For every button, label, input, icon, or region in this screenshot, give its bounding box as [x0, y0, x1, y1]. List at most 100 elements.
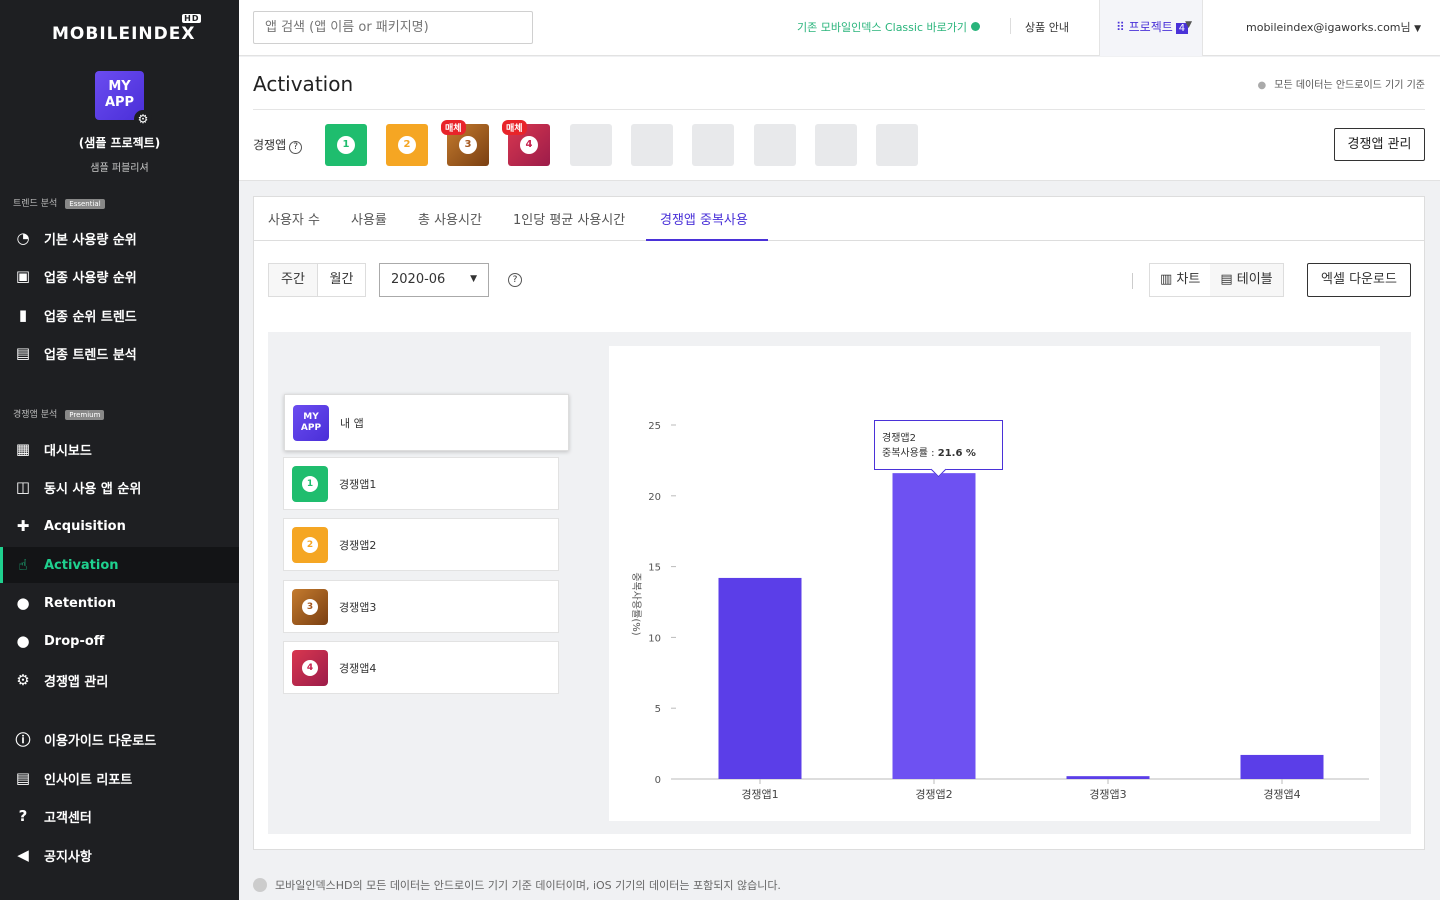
manage-competitors-button[interactable]: 경쟁앱 관리 — [1334, 128, 1425, 161]
competitor-slot-empty[interactable] — [754, 124, 796, 166]
sidebar-item-category-trend-analysis[interactable]: ▤ 업종 트렌드 분석 — [0, 335, 239, 371]
sidebar-item-label: 고객센터 — [44, 810, 92, 826]
tab-usage-rate[interactable]: 사용률 — [351, 213, 387, 228]
bar-1[interactable] — [718, 577, 802, 779]
project-settings-gear-icon[interactable]: ⚙ — [134, 110, 152, 128]
competitor-number: 4 — [302, 659, 318, 676]
sidebar-item-concurrent-apps[interactable]: ◫ 동시 사용 앱 순위 — [0, 469, 239, 505]
competitor-tile-4[interactable]: 4 매체 — [502, 120, 550, 166]
account-email: mobileindex@igaworks.com님 — [1246, 21, 1411, 34]
project-icon[interactable]: MY APP ⚙ — [95, 71, 152, 128]
logo-hd-badge: HD — [182, 14, 202, 23]
table-view-button[interactable]: ▤ 테이블 — [1210, 264, 1283, 296]
sidebar-item-insight-report[interactable]: ▤ 인사이트 리포트 — [0, 760, 239, 796]
divider — [253, 109, 1425, 110]
bar-3[interactable] — [1066, 776, 1150, 779]
app-label: 경쟁앱2 — [339, 538, 377, 552]
sidebar-item-drop-off[interactable]: ● Drop-off — [0, 623, 239, 659]
period-monthly-button[interactable]: 월간 — [317, 264, 365, 296]
help-icon[interactable]: ? — [289, 141, 303, 154]
sidebar-item-competitor-management[interactable]: ⚙ 경쟁앱 관리 — [0, 662, 239, 698]
app-label: 경쟁앱4 — [339, 661, 377, 675]
tooltip-app: 경쟁앱2 — [882, 433, 916, 444]
app-search-input[interactable] — [253, 11, 533, 44]
app-list-item[interactable]: 3 경쟁앱3 — [283, 580, 559, 633]
sidebar-item-retention[interactable]: ● Retention — [0, 585, 239, 621]
month-value: 2020-06 — [391, 272, 446, 287]
chart-view-button[interactable]: ▥ 차트 — [1150, 264, 1211, 296]
section-label-competitor: 경쟁앱 분석 Premium — [13, 407, 105, 420]
app-label: 내 앱 — [340, 416, 364, 430]
sidebar-item-guide-download[interactable]: ⓘ 이용가이드 다운로드 — [0, 721, 239, 757]
sidebar-item-label: 공지사항 — [44, 849, 92, 865]
app-list-item[interactable]: 4 경쟁앱4 — [283, 641, 559, 694]
section-title: 트렌드 분석 — [13, 199, 58, 209]
media-badge: 매체 — [441, 120, 466, 135]
sidebar-item-dashboard[interactable]: ▦ 대시보드 — [0, 431, 239, 467]
period-weekly-button[interactable]: 주간 — [281, 272, 305, 287]
competitor-slot-empty[interactable] — [631, 124, 673, 166]
arrow-circle-icon — [970, 22, 980, 31]
month-select[interactable]: 2020-06 ▼ — [379, 263, 489, 297]
chart-icon: ▥ — [1160, 272, 1177, 287]
gear-icon: ⚙ — [16, 671, 30, 689]
x-tick-label: 경쟁앱2 — [915, 788, 952, 801]
competitor-2-icon: 2 — [292, 526, 328, 563]
y-tick-label: 0 — [655, 775, 661, 786]
sidebar-item-label: Acquisition — [44, 518, 126, 534]
sidebar-item-customer-center[interactable]: ? 고객센터 — [0, 798, 239, 834]
sidebar-item-category-usage-rank[interactable]: ▣ 업종 사용량 순위 — [0, 258, 239, 294]
competitor-4-icon: 4 — [292, 649, 328, 686]
sidebar-item-activation[interactable]: ☝ Activation — [0, 547, 239, 583]
competitor-3-icon: 3 — [292, 588, 328, 625]
product-info-link[interactable]: 상품 안내 — [1025, 21, 1069, 34]
competitor-number: 2 — [302, 536, 318, 553]
help-icon[interactable]: ? — [508, 273, 522, 287]
user-minus-icon: ● — [16, 632, 30, 650]
sidebar-item-category-rank-trend[interactable]: ▮ 업종 순위 트렌드 — [0, 297, 239, 333]
project-publisher: 샘플 퍼블리셔 — [90, 163, 149, 174]
excel-download-button[interactable]: 엑셀 다운로드 — [1307, 263, 1411, 297]
competitor-number: 2 — [398, 136, 416, 154]
chevron-down-icon: ▼ — [470, 274, 477, 284]
sidebar-item-acquisition[interactable]: ✚ Acquisition — [0, 508, 239, 544]
trend-chart-icon: ▤ — [15, 344, 31, 362]
tab-avg-usage-time[interactable]: 1인당 평균 사용시간 — [513, 213, 626, 228]
y-tick-label: 10 — [648, 633, 661, 644]
report-icon: ▤ — [15, 769, 31, 787]
bar-2[interactable] — [892, 473, 976, 779]
sidebar-item-basic-usage-rank[interactable]: ◔ 기본 사용량 순위 — [0, 220, 239, 256]
mobileindex-logo[interactable]: MOBILEINDEX HD — [52, 14, 202, 44]
tab-user-count[interactable]: 사용자 수 — [268, 213, 320, 228]
app-list-item[interactable]: 2 경쟁앱2 — [283, 518, 559, 571]
table-icon: ▤ — [1220, 272, 1237, 287]
footer-note-text: 모바일인덱스HD의 모든 데이터는 안드로이드 기기 기준 데이터이며, iOS… — [275, 879, 781, 892]
competitor-slot-empty[interactable] — [692, 124, 734, 166]
sidebar-item-label: 경쟁앱 관리 — [44, 674, 109, 690]
competitor-slot-empty[interactable] — [815, 124, 857, 166]
chart-panel: MY APP 내 앱 1 경쟁앱1 2 경쟁앱2 3 경쟁앱3 4 경쟁앱4 0 5… — [268, 332, 1411, 834]
project-dropdown[interactable]: ⠿ 프로젝트 4 ▼ — [1099, 0, 1203, 56]
tab-competitor-overlap[interactable]: 경쟁앱 중복사용 — [660, 213, 748, 228]
account-dropdown[interactable]: mobileindex@igaworks.com님 ▼ — [1246, 19, 1421, 35]
competitor-tile-1[interactable]: 1 — [325, 124, 367, 166]
classic-link[interactable]: 기존 모바일인덱스 Classic 바로가기 — [797, 19, 980, 35]
page-title: Activation — [253, 72, 354, 96]
chart-tooltip: 경쟁앱2 중복사용률 : 21.6 % — [874, 420, 1003, 470]
competitor-slot-empty[interactable] — [570, 124, 612, 166]
competitor-slot-empty[interactable] — [876, 124, 918, 166]
bar-4[interactable] — [1240, 754, 1324, 779]
help-icon: ? — [18, 807, 28, 825]
app-label: 경쟁앱3 — [339, 600, 377, 614]
speedometer-icon: ◔ — [16, 229, 30, 247]
competitor-tile-2[interactable]: 2 — [386, 124, 428, 166]
period-toggle: 주간 월간 — [268, 263, 366, 297]
competitor-tile-3[interactable]: 3 매체 — [441, 120, 489, 166]
x-tick-label: 경쟁앱1 — [741, 788, 778, 801]
app-list-item-my-app[interactable]: MY APP 내 앱 — [284, 394, 569, 451]
app-list-item[interactable]: 1 경쟁앱1 — [283, 457, 559, 510]
sidebar-item-notices[interactable]: ◀ 공지사항 — [0, 837, 239, 873]
project-count-badge: 4 — [1175, 23, 1189, 34]
tab-total-usage-time[interactable]: 총 사용시간 — [418, 213, 482, 228]
bar-chart: 0 5 10 15 20 25 경쟁앱1 경쟁앱2 경쟁앱3 경쟁앱4 중복사용률(%) 경쟁앱… — [609, 346, 1380, 821]
